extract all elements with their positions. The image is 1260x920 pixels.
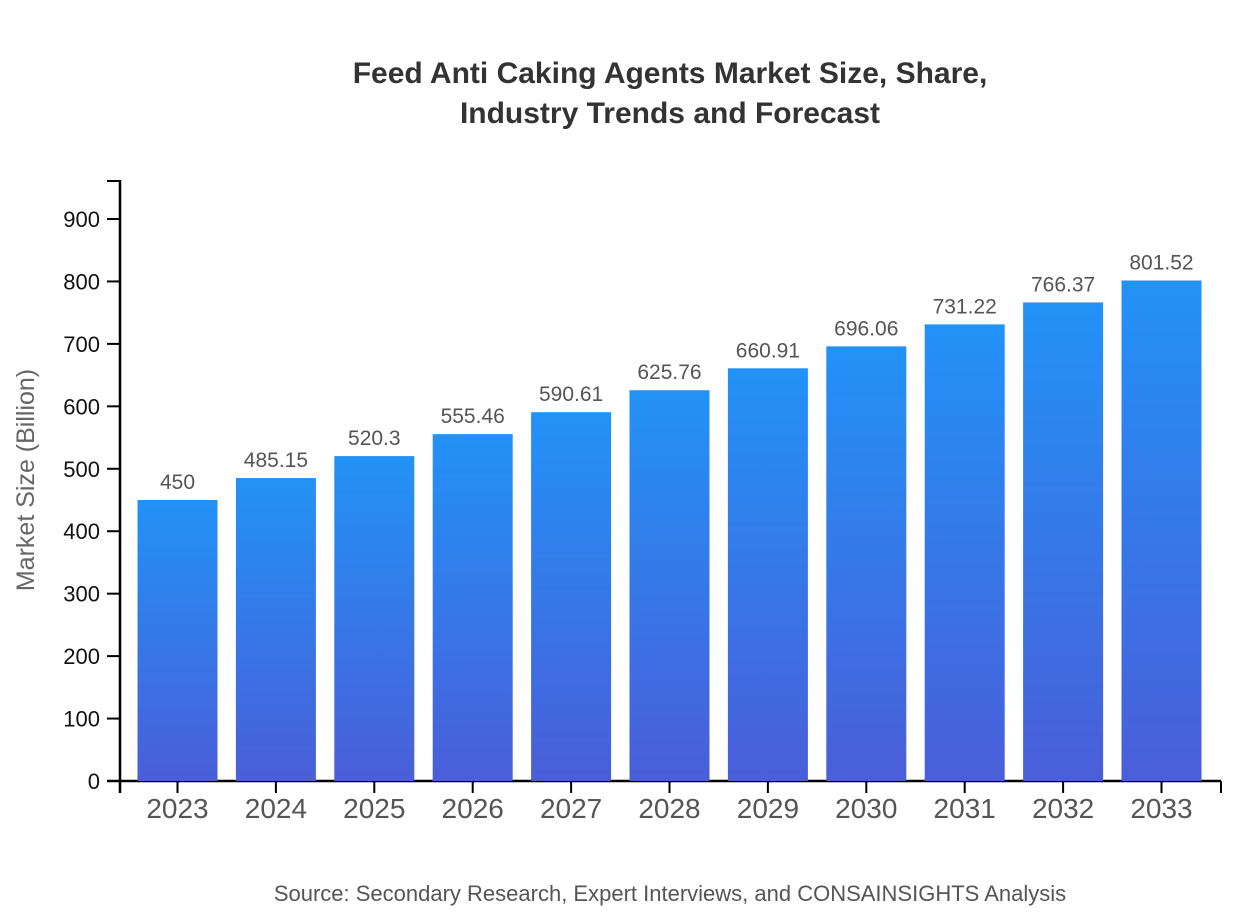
y-tick-label: 200: [63, 644, 100, 669]
x-tick-label: 2030: [835, 793, 897, 824]
labels: 0 100 200 300 400 500 600 700 800 900 2023 450 2024 4…: [63, 207, 1193, 824]
y-axis-title: Market Size (Billion): [12, 369, 40, 591]
bar: [1023, 302, 1104, 781]
x-tick-label: 2032: [1032, 793, 1094, 824]
y-tick-label: 0: [88, 769, 100, 794]
bar: [531, 412, 612, 781]
bar-value-label: 766.37: [1031, 273, 1095, 296]
bar-value-label: 555.46: [441, 405, 505, 428]
y-tick-label: 300: [63, 582, 100, 607]
y-tick-label: 900: [63, 207, 100, 232]
bars: [137, 280, 1202, 781]
bar-value-label: 520.3: [348, 427, 401, 450]
bar-value-label: 590.61: [539, 383, 603, 406]
bar: [924, 324, 1005, 781]
y-tick-label: 500: [63, 457, 100, 482]
x-tick-label: 2029: [737, 793, 799, 824]
bar: [629, 390, 710, 781]
bar: [432, 434, 513, 781]
chart-title-line1: Feed Anti Caking Agents Market Size, Sha…: [353, 57, 988, 90]
y-tick-label: 800: [63, 269, 100, 294]
y-tick-label: 400: [63, 519, 100, 544]
bar-value-label: 485.15: [244, 449, 308, 472]
bar: [826, 346, 907, 781]
x-tick-label: 2024: [245, 793, 307, 824]
bar-value-label: 731.22: [933, 295, 997, 318]
x-tick-label: 2023: [146, 793, 208, 824]
x-tick-label: 2033: [1130, 793, 1192, 824]
x-tick-label: 2028: [638, 793, 700, 824]
y-tick-label: 600: [63, 394, 100, 419]
bar: [235, 478, 316, 781]
x-tick-label: 2027: [540, 793, 602, 824]
bar-value-label: 696.06: [834, 317, 898, 340]
bar-value-label: 660.91: [736, 339, 800, 362]
y-tick-label: 700: [63, 332, 100, 357]
bar-value-label: 625.76: [637, 361, 701, 384]
bar-value-label: 801.52: [1129, 251, 1193, 274]
bar: [1121, 280, 1202, 781]
y-tick-label: 100: [63, 707, 100, 732]
x-tick-label: 2031: [934, 793, 996, 824]
source-note: Source: Secondary Research, Expert Inter…: [274, 881, 1066, 906]
bar: [334, 456, 415, 781]
x-tick-label: 2026: [442, 793, 504, 824]
x-tick-label: 2025: [343, 793, 405, 824]
bar: [727, 368, 808, 781]
bar: [137, 500, 218, 781]
chart-title-line2: Industry Trends and Forecast: [460, 97, 880, 130]
bar-value-label: 450: [160, 471, 195, 494]
